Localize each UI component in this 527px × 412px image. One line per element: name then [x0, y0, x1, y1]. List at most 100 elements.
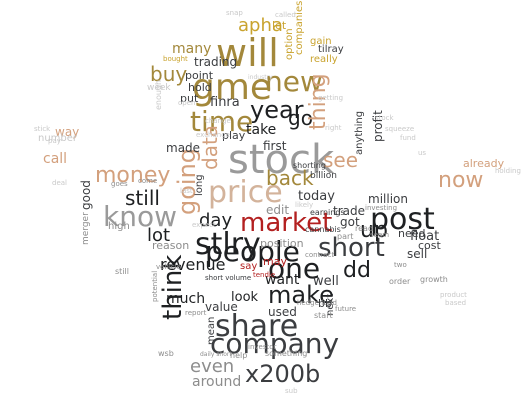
word-value: value [205, 300, 238, 314]
word-day: day [199, 210, 233, 231]
word-last: last [180, 187, 193, 195]
word-open: open [178, 99, 196, 107]
word-price: price [208, 175, 283, 210]
word-investor: investor [248, 343, 277, 351]
word-still: still [115, 267, 129, 276]
word-report: report [185, 309, 207, 317]
word-expect: expect [192, 221, 216, 229]
word-look: look [231, 290, 259, 305]
word-stlry: stlry [195, 227, 261, 262]
word-time: time [190, 105, 254, 138]
word-new: new [265, 65, 323, 98]
word-trade: trade [333, 204, 365, 218]
word-apha: apha [238, 15, 283, 36]
word-revenue: revenue [160, 255, 226, 274]
word-companies: companies [294, 0, 305, 55]
word-float: float [410, 229, 440, 244]
word-pay: pay [48, 137, 61, 145]
word-trading: trading [194, 55, 238, 69]
word-already: already [463, 157, 505, 170]
word-come: come [138, 177, 158, 185]
word-go: go [288, 106, 313, 130]
word-put: put [180, 92, 199, 105]
word-squeeze: squeeze [385, 125, 415, 133]
word-way: way [55, 125, 80, 139]
word-well: well [313, 274, 339, 289]
word-say: say [240, 261, 258, 272]
word-likely: likely [295, 201, 314, 209]
word-one: one [268, 252, 321, 285]
word-holding: holding [495, 167, 521, 175]
word-will: will [216, 31, 279, 75]
word-short-volume: short volume [205, 274, 252, 282]
word-finra: finra [210, 95, 240, 110]
word-year: year [250, 96, 304, 124]
word-contract: contract [305, 251, 335, 259]
word-today: today [298, 189, 335, 204]
word-us: us [418, 149, 427, 157]
word-cost: cost [418, 239, 441, 252]
word-right: right [325, 124, 342, 132]
word-called: called [275, 11, 296, 19]
word-make: make [268, 281, 334, 309]
word-edit: edit [266, 203, 290, 217]
word-mean: mean [206, 316, 217, 345]
word-merger: merger [81, 212, 91, 245]
word-investing: investing [365, 204, 398, 212]
word-order: order [389, 277, 411, 286]
word-goes: goes [111, 180, 128, 188]
word-x200b: x200b [245, 360, 321, 388]
word-short: short [318, 233, 385, 263]
word-change: change [205, 117, 231, 125]
word-shorting: shorting [293, 161, 326, 170]
word-read: read [355, 224, 374, 233]
word-snap: snap [226, 9, 243, 17]
word-billion: billion [310, 171, 337, 181]
word-something: something [265, 349, 308, 358]
word-let: let [272, 19, 287, 32]
word-play: play [222, 129, 246, 142]
word-around: around [192, 374, 242, 390]
word-stock: stock [228, 137, 335, 183]
word-take: take [246, 122, 277, 138]
word-gme: gme [192, 67, 273, 108]
word-first: first [263, 139, 287, 153]
word-position: position [260, 237, 304, 250]
word-see: see [323, 148, 359, 172]
word-industry: industry [248, 74, 273, 81]
word-sub: sub [285, 387, 298, 395]
word-number: number [38, 133, 78, 144]
word-money: money [95, 163, 171, 188]
word-people: people [205, 235, 300, 268]
word-reason: reason [152, 239, 190, 252]
word-now: now [438, 168, 484, 193]
word-need: need [398, 227, 426, 240]
word-used: used [268, 305, 297, 319]
word-tilray: tilray [318, 44, 344, 55]
word-much: much [166, 291, 206, 307]
word-getting: getting [318, 94, 344, 102]
word-start: start [314, 311, 333, 320]
word-future: future [335, 305, 357, 313]
word-tendie: tendie [253, 271, 276, 279]
word-help: help [230, 351, 248, 360]
word-company: company [210, 327, 340, 360]
word-made: made [166, 141, 201, 155]
word-hold: hold [188, 81, 212, 94]
word-want: want [265, 272, 300, 288]
word-share: share [215, 309, 299, 344]
word-bought: bought [163, 55, 188, 63]
word-potential: potential [151, 270, 159, 302]
word-call: call [43, 151, 68, 167]
word-two: two [394, 261, 407, 269]
word-may: may [263, 255, 287, 268]
word-point: point [185, 69, 214, 82]
word-sell: sell [407, 247, 428, 261]
word-hedge-fund: hedge fund [297, 299, 337, 307]
word-dd: dd [343, 258, 371, 283]
word-market: market [240, 208, 333, 238]
word-up: up [360, 218, 388, 243]
word-exchange: exchange [196, 131, 230, 139]
word-cannabis: cannabis [305, 225, 341, 234]
